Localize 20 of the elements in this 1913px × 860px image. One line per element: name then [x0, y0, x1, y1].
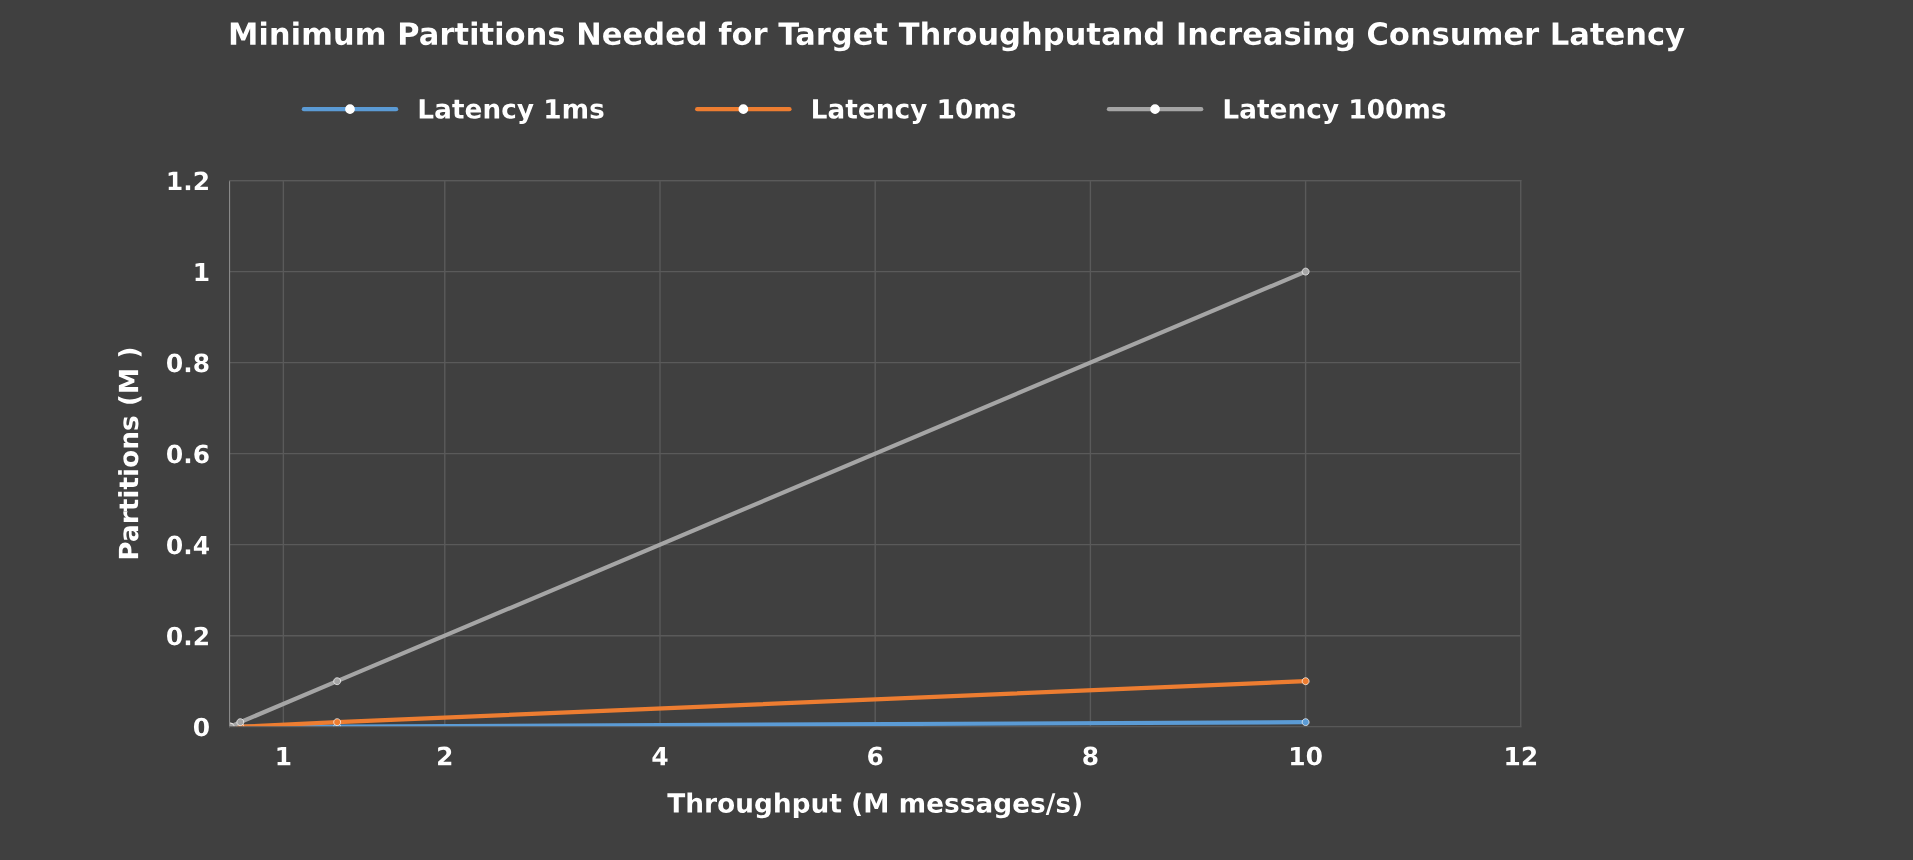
x-tick-label: 6: [868, 746, 883, 766]
y-tick-label: 0.2: [167, 626, 208, 646]
y-tick-label: 1.2: [168, 171, 208, 191]
x-tick-label: 1: [277, 746, 291, 766]
legend-label: Latency 1ms: [419, 99, 604, 125]
x-tick-label: 10: [1291, 746, 1322, 766]
x-tick-label: 8: [1083, 746, 1098, 766]
y-tick-label: 0.8: [167, 353, 209, 373]
chart-title: Minimum Partitions Needed for Target Throughputand Increasing Consumer Latency: [230, 21, 1685, 52]
y-tick-label: 0.6: [167, 444, 209, 464]
x-axis-title: Throughput (M messages/s): [667, 792, 1081, 819]
y-tick-label: 0.4: [167, 535, 209, 555]
y-axis-title: Partitions (M ): [118, 348, 142, 559]
legend-label: Latency 100ms: [1224, 98, 1446, 125]
legend-label: Latency 10ms: [813, 98, 1016, 125]
x-tick-label: 2: [438, 746, 452, 766]
y-tick-label: 1: [195, 262, 209, 282]
x-tick-label: 4: [652, 746, 668, 766]
x-tick-label: 12: [1506, 746, 1537, 766]
y-tick-label: 0: [193, 717, 209, 737]
